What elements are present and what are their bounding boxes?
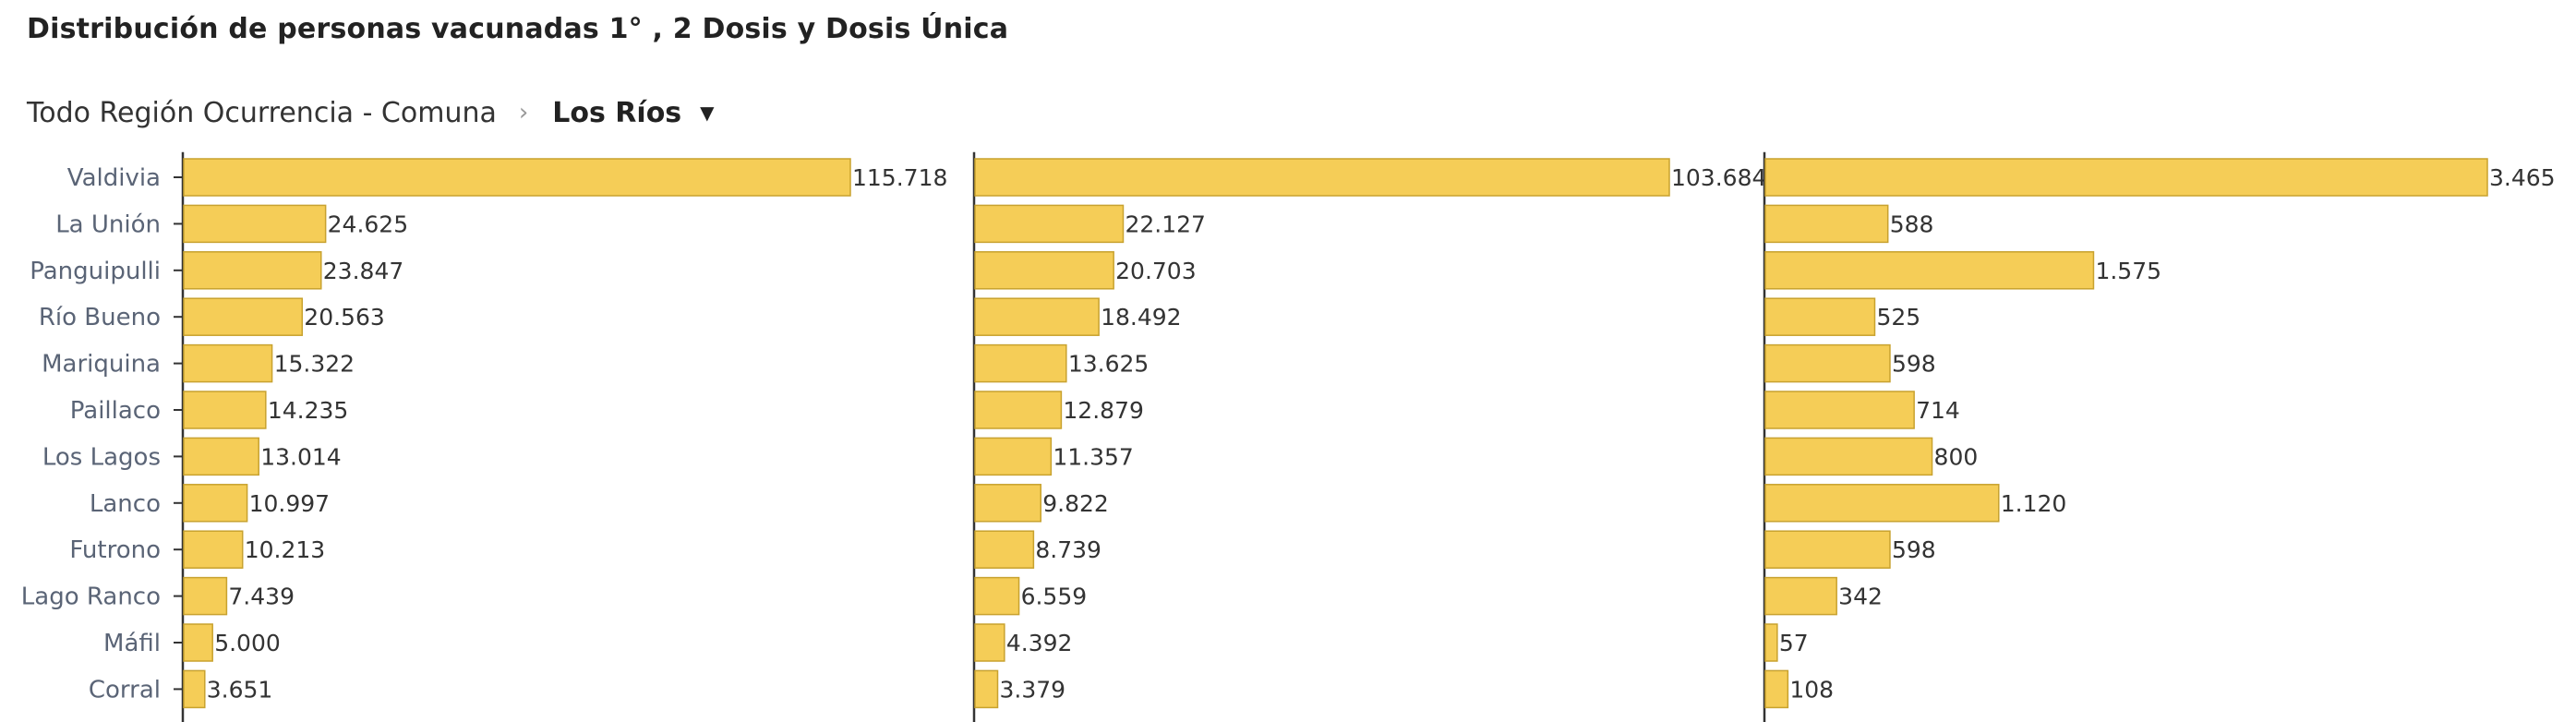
value-label: 800: [1934, 443, 1979, 470]
bar: [1764, 623, 1778, 662]
category-label: Futrono: [69, 536, 161, 564]
bar: [183, 204, 327, 244]
chart-title: Distribución de personas vacunadas 1° , …: [27, 13, 1009, 45]
value-label: 10.997: [249, 490, 330, 517]
value-label: 20.563: [304, 304, 384, 331]
value-label: 24.625: [328, 211, 408, 237]
value-label: 598: [1892, 536, 1936, 563]
bar: [1764, 530, 1891, 569]
bar: [183, 484, 248, 523]
value-label: 23.847: [323, 258, 403, 284]
bar: [183, 158, 851, 197]
bar: [1764, 251, 2095, 290]
value-label: 13.014: [260, 443, 341, 470]
dropdown-caret-icon[interactable]: ▼: [700, 102, 715, 124]
value-label: 9.822: [1042, 490, 1109, 517]
value-label: 108: [1789, 676, 1834, 703]
category-label: Panguipulli: [30, 258, 161, 285]
category-label: Valdivia: [67, 164, 161, 192]
breadcrumb-chevron-icon: ›: [518, 99, 529, 126]
value-label: 13.625: [1068, 351, 1149, 378]
value-label: 14.235: [268, 397, 348, 424]
bar: [974, 623, 1005, 662]
value-label: 4.392: [1006, 630, 1073, 656]
category-label: Mariquina: [42, 351, 161, 379]
bar: [183, 391, 267, 429]
bar: [183, 251, 322, 290]
bar: [974, 669, 999, 709]
value-label: 8.739: [1035, 536, 1101, 563]
bar: [1764, 297, 1876, 336]
value-label: 3.465: [2489, 164, 2556, 191]
bar-chart-panels: Valdivia 115.718 La Unión 24.625 Panguipulli…: [21, 151, 2556, 722]
bar: [974, 576, 1020, 616]
value-label: 6.559: [1021, 584, 1088, 610]
value-label: 342: [1838, 584, 1883, 610]
bar: [1764, 576, 1837, 616]
value-label: 7.439: [228, 584, 295, 610]
category-label: Lago Ranco: [21, 584, 161, 611]
breadcrumb-root[interactable]: Todo Región Ocurrencia - Comuna: [27, 96, 497, 129]
bar: [183, 530, 244, 569]
value-label: 57: [1779, 630, 1809, 656]
bar: [1764, 391, 1915, 429]
bar: [974, 484, 1041, 523]
bar: [183, 297, 304, 336]
value-label: 1.120: [2001, 490, 2067, 517]
bar: [183, 669, 206, 709]
category-label: La Unión: [55, 211, 161, 238]
category-label: Máfil: [103, 630, 161, 657]
value-label: 3.379: [1000, 676, 1066, 703]
value-label: 11.357: [1053, 443, 1133, 470]
category-label: Paillaco: [70, 397, 161, 425]
category-label: Lanco: [90, 490, 161, 518]
value-label: 5.000: [214, 630, 281, 656]
category-label: Los Lagos: [42, 443, 161, 471]
category-label: Río Bueno: [39, 304, 161, 331]
bar: [1764, 437, 1933, 476]
value-label: 18.492: [1101, 304, 1181, 331]
bar: [1764, 158, 2488, 197]
bar: [1764, 204, 1889, 244]
bar: [183, 343, 273, 383]
value-label: 10.213: [245, 536, 325, 563]
bar: [183, 437, 259, 476]
category-label: Corral: [89, 676, 161, 704]
breadcrumb: Todo Región Ocurrencia - Comuna › Los Rí…: [27, 92, 715, 133]
value-label: 103.684: [1671, 164, 1766, 191]
bar: [183, 576, 228, 616]
value-label: 525: [1876, 304, 1920, 331]
value-label: 22.127: [1125, 211, 1205, 237]
value-label: 3.651: [207, 676, 273, 703]
bar: [974, 530, 1035, 569]
value-label: 714: [1916, 397, 1960, 424]
bar: [974, 251, 1114, 290]
bar: [974, 437, 1053, 476]
value-label: 20.703: [1115, 258, 1196, 284]
breadcrumb-current-region[interactable]: Los Ríos: [552, 96, 682, 129]
bar: [974, 391, 1063, 429]
bar: [1764, 343, 1891, 383]
bar: [1764, 669, 1789, 709]
bar: [1764, 484, 2000, 523]
value-label: 588: [1890, 211, 1934, 237]
value-label: 12.879: [1063, 397, 1143, 424]
bar: [974, 158, 1670, 197]
value-label: 598: [1892, 351, 1936, 378]
value-label: 115.718: [852, 164, 947, 191]
bar: [974, 343, 1067, 383]
bar: [974, 297, 1100, 336]
bar: [183, 623, 213, 662]
bar: [974, 204, 1125, 244]
value-label: 15.322: [274, 351, 355, 378]
value-label: 1.575: [2095, 258, 2161, 284]
